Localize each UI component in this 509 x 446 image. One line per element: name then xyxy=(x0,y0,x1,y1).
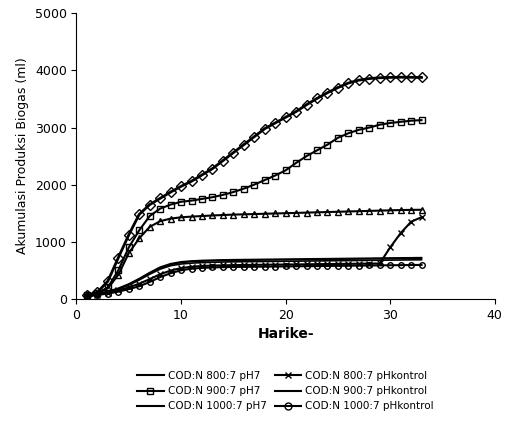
X-axis label: Harike-: Harike- xyxy=(257,327,314,341)
Y-axis label: Akumulasi Produksi Biogas (ml): Akumulasi Produksi Biogas (ml) xyxy=(16,58,29,255)
Legend: COD:N 800:7 pH7, COD:N 900:7 pH7, COD:N 1000:7 pH7, COD:N 800:7 pHkontrol, COD:N: COD:N 800:7 pH7, COD:N 900:7 pH7, COD:N … xyxy=(133,367,437,416)
